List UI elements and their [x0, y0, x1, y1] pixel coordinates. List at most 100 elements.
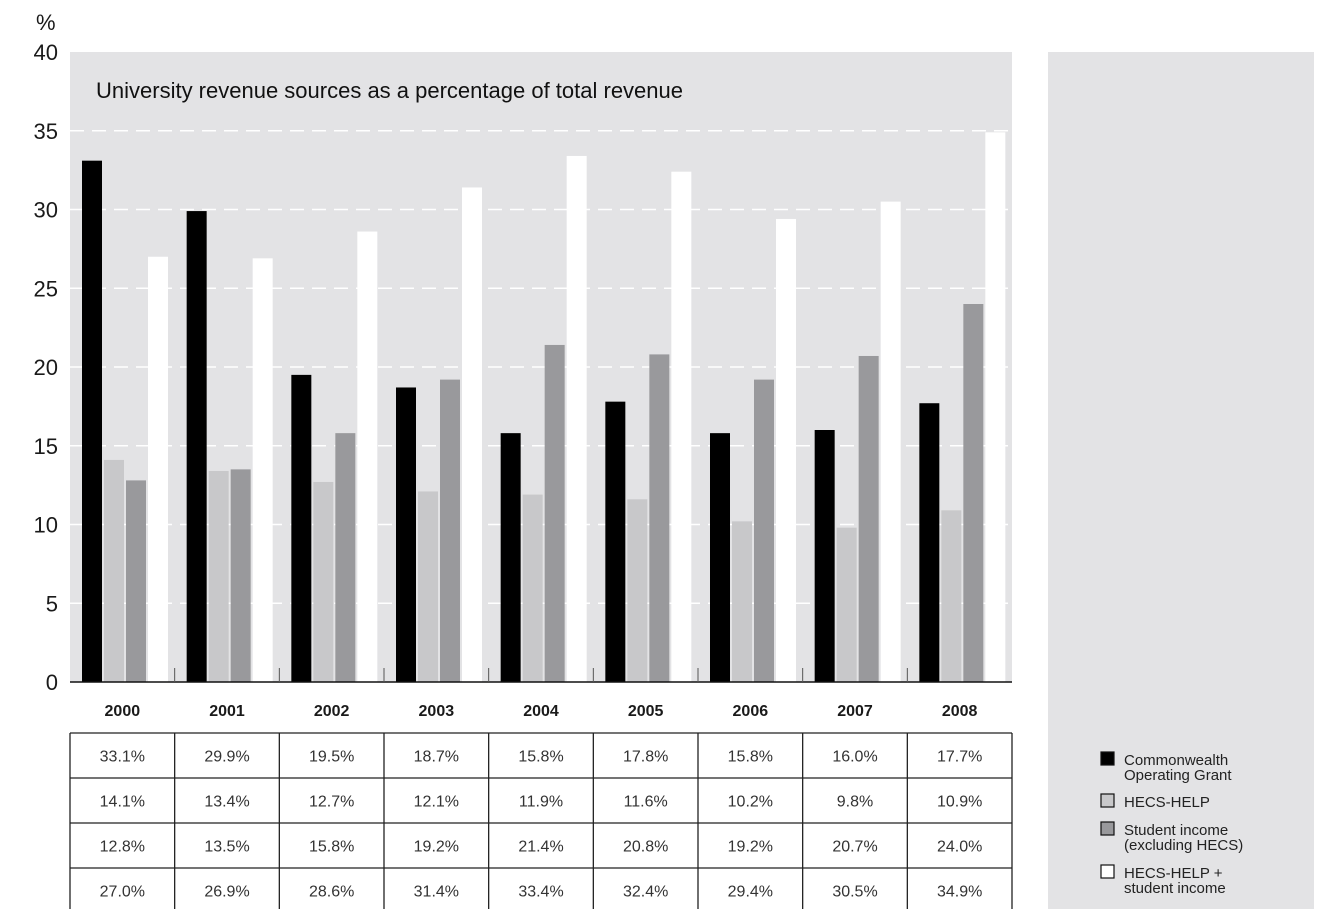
table-cell: 20.8%	[623, 839, 668, 856]
bar-2007-series-3	[858, 355, 879, 682]
bar-2001-series-2	[208, 470, 229, 682]
bar-2008-series-1	[919, 403, 940, 682]
bar-2006-series-3	[754, 379, 774, 682]
table-cell: 30.5%	[832, 884, 877, 901]
table-cell: 19.5%	[309, 749, 354, 766]
table-cell: 20.7%	[832, 839, 877, 856]
chart-title: University revenue sources as a percenta…	[96, 78, 683, 103]
y-axis-ticks: 0 5 10 15 20 25 30 35 40	[34, 40, 58, 695]
y-tick-label: 10	[34, 513, 58, 538]
bar-2000-series-4	[148, 256, 168, 682]
legend-swatch	[1100, 864, 1115, 879]
table-cell: 31.4%	[414, 884, 459, 901]
legend-label: student income	[1124, 880, 1226, 897]
table-cell: 16.0%	[832, 749, 877, 766]
table-cell: 15.8%	[728, 749, 773, 766]
table-cell: 28.6%	[309, 884, 354, 901]
bar-2004-series-4	[566, 155, 587, 682]
y-axis-unit-label: %	[36, 10, 56, 35]
table-cell: 9.8%	[837, 794, 873, 811]
table-cell: 10.9%	[937, 794, 982, 811]
table-cell: 29.4%	[728, 884, 773, 901]
legend-label: (excluding HECS)	[1124, 837, 1243, 854]
x-category-label: 2000	[105, 703, 141, 720]
table-cell: 32.4%	[623, 884, 668, 901]
legend-label: Student income	[1124, 822, 1228, 839]
table-cell: 27.0%	[100, 884, 145, 901]
bar-2006-series-4	[776, 218, 796, 682]
y-tick-label: 40	[34, 40, 58, 65]
bar-2005-series-4	[671, 171, 692, 682]
table-cell: 21.4%	[518, 839, 563, 856]
y-tick-label: 25	[34, 276, 58, 301]
table-cell: 12.1%	[414, 794, 459, 811]
bar-2000-series-3	[126, 480, 146, 682]
bar-2006-series-2	[732, 521, 752, 682]
bar-2000-series-1	[82, 160, 102, 683]
table-cell: 19.2%	[728, 839, 773, 856]
x-category-label: 2007	[837, 703, 873, 720]
bar-2003-series-3	[440, 379, 460, 682]
bar-2003-series-1	[396, 387, 416, 682]
table-cell: 15.8%	[309, 839, 354, 856]
bars	[82, 132, 1006, 683]
table-cell: 10.2%	[728, 794, 773, 811]
y-tick-label: 30	[34, 198, 58, 223]
legend-label: Commonwealth	[1124, 752, 1228, 769]
data-table: 33.1% 29.9% 19.5% 18.7% 15.8% 17.8% 15.8% 16.0%…	[69, 732, 1013, 909]
table-cell: 26.9%	[204, 884, 249, 901]
x-category-label: 2003	[419, 703, 455, 720]
x-category-label: 2008	[942, 703, 978, 720]
category-labels: 2000 2001 2002 2003 2004 2005 2006 2007 2008	[105, 703, 978, 720]
bar-2004-series-2	[522, 494, 543, 682]
bar-2007-series-1	[814, 430, 835, 682]
legend-swatch	[1100, 821, 1115, 836]
y-tick-label: 5	[46, 591, 58, 616]
bar-2001-series-4	[252, 258, 273, 682]
x-category-label: 2004	[523, 703, 559, 720]
bar-2002-series-1	[291, 374, 312, 682]
table-cell: 29.9%	[204, 749, 249, 766]
bar-2002-series-3	[335, 433, 356, 682]
table-cell: 24.0%	[937, 839, 982, 856]
table-cell: 18.7%	[414, 749, 459, 766]
bar-2002-series-4	[357, 231, 378, 683]
bar-2005-series-1	[605, 401, 626, 682]
bar-2008-series-3	[963, 304, 984, 682]
legend-label: HECS-HELP +	[1124, 865, 1223, 882]
bar-2000-series-2	[104, 459, 124, 682]
legend-label: Operating Grant	[1124, 767, 1232, 784]
bar-2007-series-4	[880, 201, 901, 682]
legend-panel	[1048, 52, 1314, 909]
bar-2004-series-1	[500, 433, 521, 682]
category-separators	[174, 668, 908, 682]
bar-2003-series-2	[418, 491, 438, 682]
y-tick-label: 15	[34, 434, 58, 459]
table-cell: 17.8%	[623, 749, 668, 766]
table-cell: 13.4%	[204, 794, 249, 811]
bar-2006-series-1	[710, 433, 730, 682]
bar-2004-series-3	[544, 344, 565, 682]
table-cell: 34.9%	[937, 884, 982, 901]
y-tick-label: 35	[34, 119, 58, 144]
table-cell: 33.1%	[100, 749, 145, 766]
table-cell: 11.6%	[624, 794, 668, 811]
bar-2001-series-1	[186, 211, 207, 682]
table-cell: 15.8%	[518, 749, 563, 766]
x-category-label: 2006	[733, 703, 769, 720]
table-cell: 12.7%	[309, 794, 354, 811]
x-category-label: 2002	[314, 703, 350, 720]
table-cell: 17.7%	[937, 749, 982, 766]
bar-2005-series-2	[627, 499, 648, 682]
bar-2005-series-3	[649, 354, 670, 682]
bar-2002-series-2	[313, 481, 334, 682]
bar-2003-series-4	[462, 187, 482, 682]
table-cell: 19.2%	[414, 839, 459, 856]
x-category-label: 2001	[209, 703, 245, 720]
legend-swatch	[1100, 793, 1115, 808]
table-cell: 13.5%	[204, 839, 249, 856]
legend-label: HECS-HELP	[1124, 794, 1210, 811]
y-tick-label: 20	[34, 355, 58, 380]
